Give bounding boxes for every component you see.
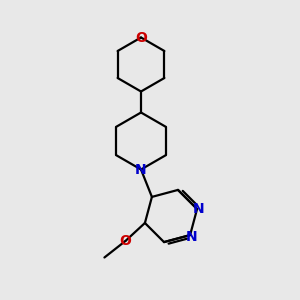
- Text: N: N: [193, 202, 204, 216]
- Text: N: N: [186, 230, 197, 244]
- Text: N: N: [135, 163, 147, 176]
- Text: O: O: [119, 234, 131, 248]
- Text: O: O: [135, 31, 147, 44]
